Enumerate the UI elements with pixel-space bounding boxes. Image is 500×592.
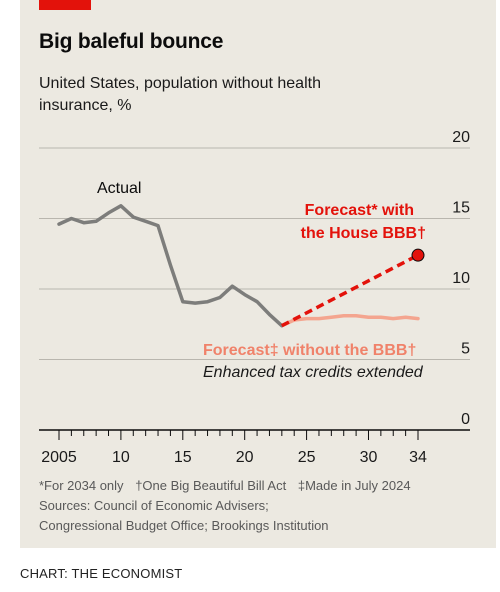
- annotation-forecast-with-2: the House BBB†: [301, 225, 426, 242]
- footnote-row: *For 2034 only †One Big Beautiful Bill A…: [39, 476, 489, 496]
- footnote-july: ‡Made in July 2024: [297, 478, 411, 493]
- footnote-2034: *For 2034 only: [39, 478, 124, 493]
- forecast-end-marker: [411, 248, 425, 262]
- series-forecast-without-bbb: [280, 314, 420, 328]
- y-tick-label-15: 15: [452, 200, 470, 217]
- x-tick-label-25: 25: [298, 449, 316, 466]
- annotation-actual: Actual: [97, 180, 141, 197]
- series-lines: [57, 204, 425, 328]
- y-tick-label-0: 0: [461, 411, 470, 428]
- x-tick-label-34: 34: [409, 449, 427, 466]
- sources-line-2: Congressional Budget Office; Brookings I…: [39, 518, 329, 533]
- x-tick-label-30: 30: [360, 449, 378, 466]
- chart-panel: [20, 0, 496, 548]
- chart-title: Big baleful bounce: [39, 30, 224, 53]
- chart-subtitle: United States, population without health…: [39, 75, 321, 114]
- annotation-forecast-without: Forecast‡ without the BBB†: [203, 342, 416, 359]
- series-actual: [57, 204, 284, 328]
- y-tick-label-10: 10: [452, 270, 470, 287]
- sources-line-1: Sources: Council of Economic Advisers;: [39, 498, 269, 513]
- y-tick-label-5: 5: [461, 341, 470, 358]
- grid-lines: [39, 147, 470, 360]
- annotation-labels: Actual Forecast* with the House BBB† For…: [97, 180, 426, 381]
- x-tick-label-20: 20: [236, 449, 254, 466]
- footnotes: *For 2034 only †One Big Beautiful Bill A…: [39, 476, 489, 536]
- x-tick-label-15: 15: [174, 449, 192, 466]
- brand-red-bar: [39, 0, 91, 10]
- x-axis: 2005 10 15 20 25 30 34: [39, 429, 470, 466]
- y-tick-label-20: 20: [452, 129, 470, 146]
- chart-credit: CHART: THE ECONOMIST: [20, 566, 183, 581]
- annotation-forecast-with-1: Forecast* with: [305, 202, 414, 219]
- y-axis-tick-labels: 0 5 10 15 20: [452, 129, 470, 428]
- annotation-forecast-without-note: Enhanced tax credits extended: [203, 364, 424, 381]
- x-tick-label-10: 10: [112, 449, 130, 466]
- x-tick-label-2005: 2005: [41, 449, 77, 466]
- footnote-bbb: †One Big Beautiful Bill Act: [135, 478, 287, 493]
